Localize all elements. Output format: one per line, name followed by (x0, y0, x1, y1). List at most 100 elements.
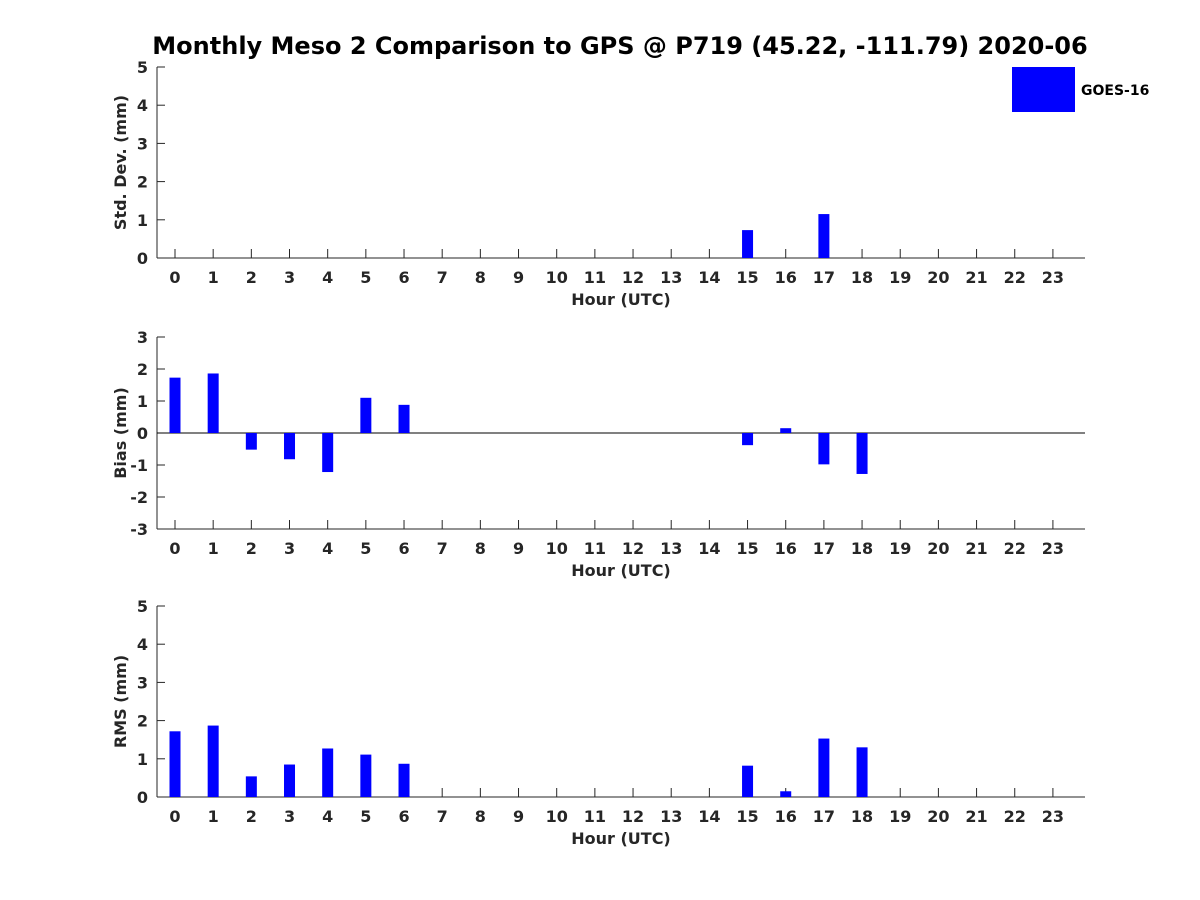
y-tick-label: 1 (137, 211, 148, 230)
x-tick-label: 1 (208, 539, 219, 558)
x-tick-label: 18 (851, 807, 873, 826)
x-tick-label: 23 (1042, 539, 1064, 558)
x-tick-label: 4 (322, 807, 333, 826)
y-tick-label: -3 (130, 520, 148, 539)
x-tick-label: 23 (1042, 807, 1064, 826)
x-tick-label: 8 (475, 268, 486, 287)
x-tick-label: 0 (169, 268, 180, 287)
y-tick-label: 2 (137, 173, 148, 192)
bar-hour-4 (322, 433, 334, 473)
bar-hour-4 (322, 748, 334, 797)
y-tick-label: 3 (137, 328, 148, 347)
x-tick-label: 12 (622, 539, 644, 558)
x-tick-label: 5 (360, 539, 371, 558)
x-tick-label: 5 (360, 807, 371, 826)
y-tick-label: 5 (137, 597, 148, 616)
x-tick-label: 16 (775, 268, 797, 287)
bar-hour-0 (169, 377, 181, 433)
bar-hour-15 (742, 433, 754, 446)
x-tick-label: 14 (698, 539, 720, 558)
x-tick-label: 1 (208, 268, 219, 287)
x-tick-label: 2 (246, 539, 257, 558)
x-tick-label: 1 (208, 807, 219, 826)
bar-hour-17 (818, 214, 830, 258)
x-tick-label: 12 (622, 268, 644, 287)
bar-hour-18 (856, 747, 868, 797)
x-tick-label: 15 (736, 807, 758, 826)
x-tick-label: 6 (398, 807, 409, 826)
x-tick-label: 23 (1042, 268, 1064, 287)
y-tick-label: 4 (137, 96, 148, 115)
bar-hour-17 (818, 738, 830, 797)
x-tick-label: 12 (622, 807, 644, 826)
bar-hour-3 (284, 764, 296, 797)
bar-hour-17 (818, 433, 830, 465)
x-tick-label: 19 (889, 268, 911, 287)
x-tick-label: 11 (584, 539, 606, 558)
x-axis-label: Hour (UTC) (571, 561, 671, 580)
x-tick-label: 9 (513, 268, 524, 287)
x-tick-label: 17 (813, 539, 835, 558)
x-axis-label: Hour (UTC) (571, 829, 671, 848)
y-tick-label: 0 (137, 788, 148, 807)
x-tick-label: 20 (927, 268, 949, 287)
x-tick-label: 13 (660, 268, 682, 287)
x-tick-label: 14 (698, 807, 720, 826)
x-tick-label: 8 (475, 807, 486, 826)
x-tick-label: 19 (889, 539, 911, 558)
y-axis-label: Bias (mm) (111, 387, 130, 479)
x-tick-label: 7 (437, 539, 448, 558)
x-tick-label: 9 (513, 539, 524, 558)
x-tick-label: 0 (169, 539, 180, 558)
legend-label-goes-16: GOES-16 (1081, 83, 1149, 99)
x-tick-label: 9 (513, 807, 524, 826)
x-tick-label: 21 (965, 539, 987, 558)
x-tick-label: 4 (322, 268, 333, 287)
y-tick-label: -2 (130, 488, 148, 507)
x-tick-label: 10 (546, 807, 568, 826)
x-tick-label: 21 (965, 268, 987, 287)
bar-hour-0 (169, 731, 181, 797)
y-tick-label: 1 (137, 392, 148, 411)
bar-hour-18 (856, 433, 868, 474)
x-tick-label: 6 (398, 268, 409, 287)
x-tick-label: 18 (851, 268, 873, 287)
x-tick-label: 8 (475, 539, 486, 558)
y-tick-label: 1 (137, 750, 148, 769)
x-tick-label: 17 (813, 268, 835, 287)
x-tick-label: 22 (1004, 539, 1026, 558)
bar-hour-2 (245, 776, 257, 797)
x-tick-label: 3 (284, 539, 295, 558)
y-tick-label: 0 (137, 424, 148, 443)
y-tick-label: 3 (137, 673, 148, 692)
y-tick-label: 3 (137, 134, 148, 153)
x-tick-label: 20 (927, 539, 949, 558)
x-tick-label: 13 (660, 539, 682, 558)
x-tick-label: 11 (584, 268, 606, 287)
x-tick-label: 14 (698, 268, 720, 287)
x-tick-label: 2 (246, 807, 257, 826)
x-tick-label: 13 (660, 807, 682, 826)
y-tick-label: 2 (137, 360, 148, 379)
x-tick-label: 2 (246, 268, 257, 287)
x-tick-label: 15 (736, 539, 758, 558)
x-tick-label: 3 (284, 268, 295, 287)
legend: GOES-16 (1012, 67, 1149, 112)
x-tick-label: 10 (546, 268, 568, 287)
x-tick-label: 16 (775, 807, 797, 826)
y-tick-label: 0 (137, 249, 148, 268)
bar-hour-15 (742, 230, 754, 258)
legend-swatch-goes-16 (1012, 67, 1075, 112)
x-tick-label: 21 (965, 807, 987, 826)
bar-hour-1 (207, 725, 219, 797)
bar-hour-15 (742, 765, 754, 797)
x-tick-label: 19 (889, 807, 911, 826)
bar-hour-6 (398, 763, 410, 797)
x-tick-label: 10 (546, 539, 568, 558)
y-axis-label: Std. Dev. (mm) (111, 95, 130, 230)
y-tick-label: -1 (130, 456, 148, 475)
